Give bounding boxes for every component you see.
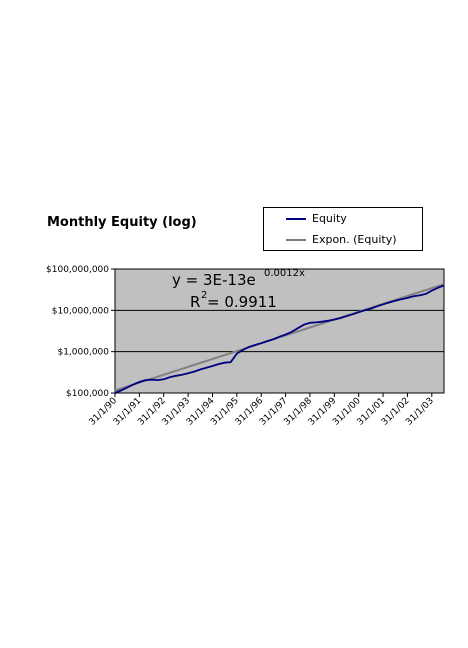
legend-label-equity: Equity [312, 212, 347, 225]
data-point-equity [193, 370, 195, 373]
y-tick-label: $10,000,000 [52, 306, 110, 316]
legend-label-expon: Expon. (Equity) [312, 233, 397, 246]
legend-swatch-expon [286, 239, 306, 241]
data-point-equity [376, 305, 378, 307]
data-point-equity [217, 363, 220, 365]
data-point-equity [236, 352, 238, 355]
data-point-equity [181, 374, 183, 376]
data-point-equity [400, 298, 403, 300]
data-point-equity [272, 338, 274, 340]
data-point-equity [382, 303, 384, 305]
r-squared-exponent: 2 [201, 290, 207, 301]
data-point-equity [291, 331, 293, 333]
data-point-equity [303, 324, 305, 326]
data-point-equity [358, 311, 360, 313]
y-tick-label: $100,000,000 [46, 265, 109, 275]
data-point-equity [254, 344, 256, 346]
data-point-equity [431, 290, 433, 292]
data-point-equity [339, 317, 341, 319]
data-point-equity [211, 365, 214, 367]
y-tick-label: $1,000,000 [57, 348, 109, 358]
data-point-equity [205, 367, 207, 369]
data-point-equity [163, 378, 165, 380]
data-point-equity [199, 368, 201, 371]
data-point-equity [266, 340, 268, 342]
data-point-equity [138, 381, 140, 383]
y-tick-label: $100,000 [66, 389, 109, 399]
chart-title: Monthly Equity (log) [47, 215, 197, 230]
data-point-equity [327, 320, 329, 322]
data-point-equity [285, 333, 287, 336]
data-point-equity [345, 315, 348, 317]
data-point-equity [248, 346, 250, 348]
legend-item-equity: Equity [264, 210, 422, 228]
data-point-equity [150, 379, 153, 381]
data-point-equity [223, 362, 226, 364]
data-point-equity [412, 295, 415, 297]
data-point-equity [364, 309, 366, 311]
trend-equation: y = 3E-13e [172, 271, 256, 289]
data-point-equity [230, 361, 232, 363]
data-point-equity [242, 349, 244, 351]
data-point-equity [333, 318, 336, 321]
data-point-equity [388, 301, 390, 304]
data-point-equity [169, 376, 171, 378]
data-point-equity [437, 287, 439, 289]
data-point-equity [126, 387, 128, 389]
r-squared-value: = 0.9911 [207, 293, 277, 311]
data-point-equity [120, 389, 122, 392]
data-point-equity [315, 321, 317, 324]
data-point-equity [370, 308, 372, 310]
data-point-equity [132, 383, 134, 386]
data-point-equity [309, 322, 311, 324]
r-squared-label: R [190, 293, 200, 311]
data-point-equity [425, 293, 427, 295]
data-point-equity [394, 300, 396, 302]
data-point-equity [419, 294, 421, 296]
data-point-equity [278, 336, 281, 338]
data-point-equity [144, 379, 146, 381]
data-point-equity [352, 313, 354, 315]
data-point-equity [260, 342, 262, 344]
legend-item-expon: Expon. (Equity) [264, 231, 422, 249]
data-point-equity [406, 297, 409, 299]
legend-swatch-equity [286, 218, 306, 220]
chart-legend: Equity Expon. (Equity) [263, 207, 423, 251]
data-point-equity [114, 392, 116, 394]
data-point-equity [297, 327, 299, 329]
data-point-equity [156, 379, 159, 381]
data-point-equity [321, 321, 323, 323]
trend-equation-exponent: 0.0012x [264, 268, 305, 279]
data-point-equity [443, 284, 445, 287]
data-point-equity [187, 372, 189, 374]
data-point-equity [175, 375, 177, 377]
